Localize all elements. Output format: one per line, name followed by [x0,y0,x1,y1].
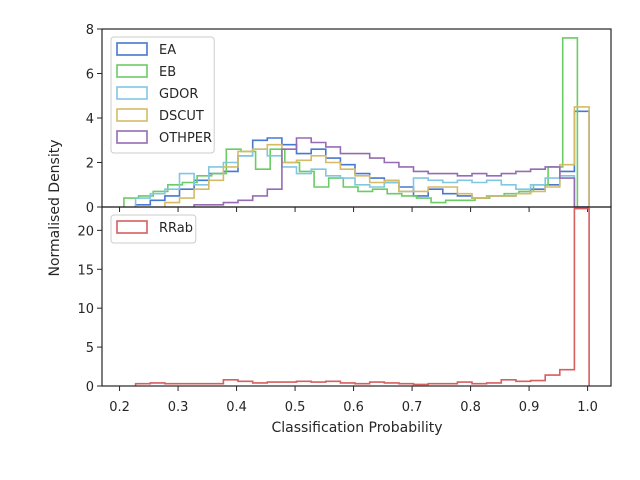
legend-swatch-eb [116,64,148,78]
x-tick-label: 1.0 [577,400,598,415]
x-tick-label: 0.6 [343,400,364,415]
legend-label-othper: OTHPER [159,131,212,146]
x-tick-label: 0.7 [402,400,423,415]
legend-swatch-rrab [116,220,148,234]
x-tick-label: 0.4 [226,400,247,415]
legend-label-ea: EA [159,43,176,58]
y-tick-label: 8 [86,23,94,38]
y-tick-label: 10 [77,302,94,317]
legend-label-rrab: RRab [159,221,193,236]
y-axis-label: Normalised Density [47,139,63,276]
series-eb-step [123,37,579,207]
top-panel: 0 2 4 6 8 EA EB GDOR DSCUT OTHPER [86,23,612,216]
x-tick-label: 0.3 [168,400,189,415]
series-dscut-step [164,106,590,207]
series-othper-step [193,137,590,208]
legend-box [110,214,197,244]
y-tick-label: 0 [86,201,94,216]
legend-label-dscut: DSCUT [159,109,204,124]
y-tick-label: 2 [86,157,94,172]
legend-swatch-gdor [116,86,148,100]
legend-label-gdor: GDOR [159,87,198,102]
y-tick-label: 5 [86,341,94,356]
legend-swatch-dscut [116,108,148,122]
x-tick-label: 0.8 [460,400,481,415]
series-rrab-step [134,207,590,386]
x-tick-label: 0.5 [285,400,306,415]
x-tick-label: 0.2 [109,400,130,415]
y-tick-label: 0 [86,380,94,395]
y-tick-label: 6 [86,68,94,83]
y-tick-label: 15 [77,263,94,278]
y-tick-label: 20 [77,224,94,239]
axes-frame [101,206,612,387]
legend-box [110,36,215,154]
x-tick-label: 0.9 [519,400,540,415]
bottom-panel: 0 5 10 15 20 0.2 0.3 0.4 0.5 0.6 0.7 0.8 0.9 1.0 RRab [77,206,612,415]
legend-label-eb: EB [159,65,176,80]
legend-swatch-ea [116,42,148,56]
legend-swatch-othper [116,130,148,144]
series-gdor-step [134,148,590,208]
y-tick-label: 4 [86,112,94,127]
x-axis-label: Classification Probability [271,420,442,436]
